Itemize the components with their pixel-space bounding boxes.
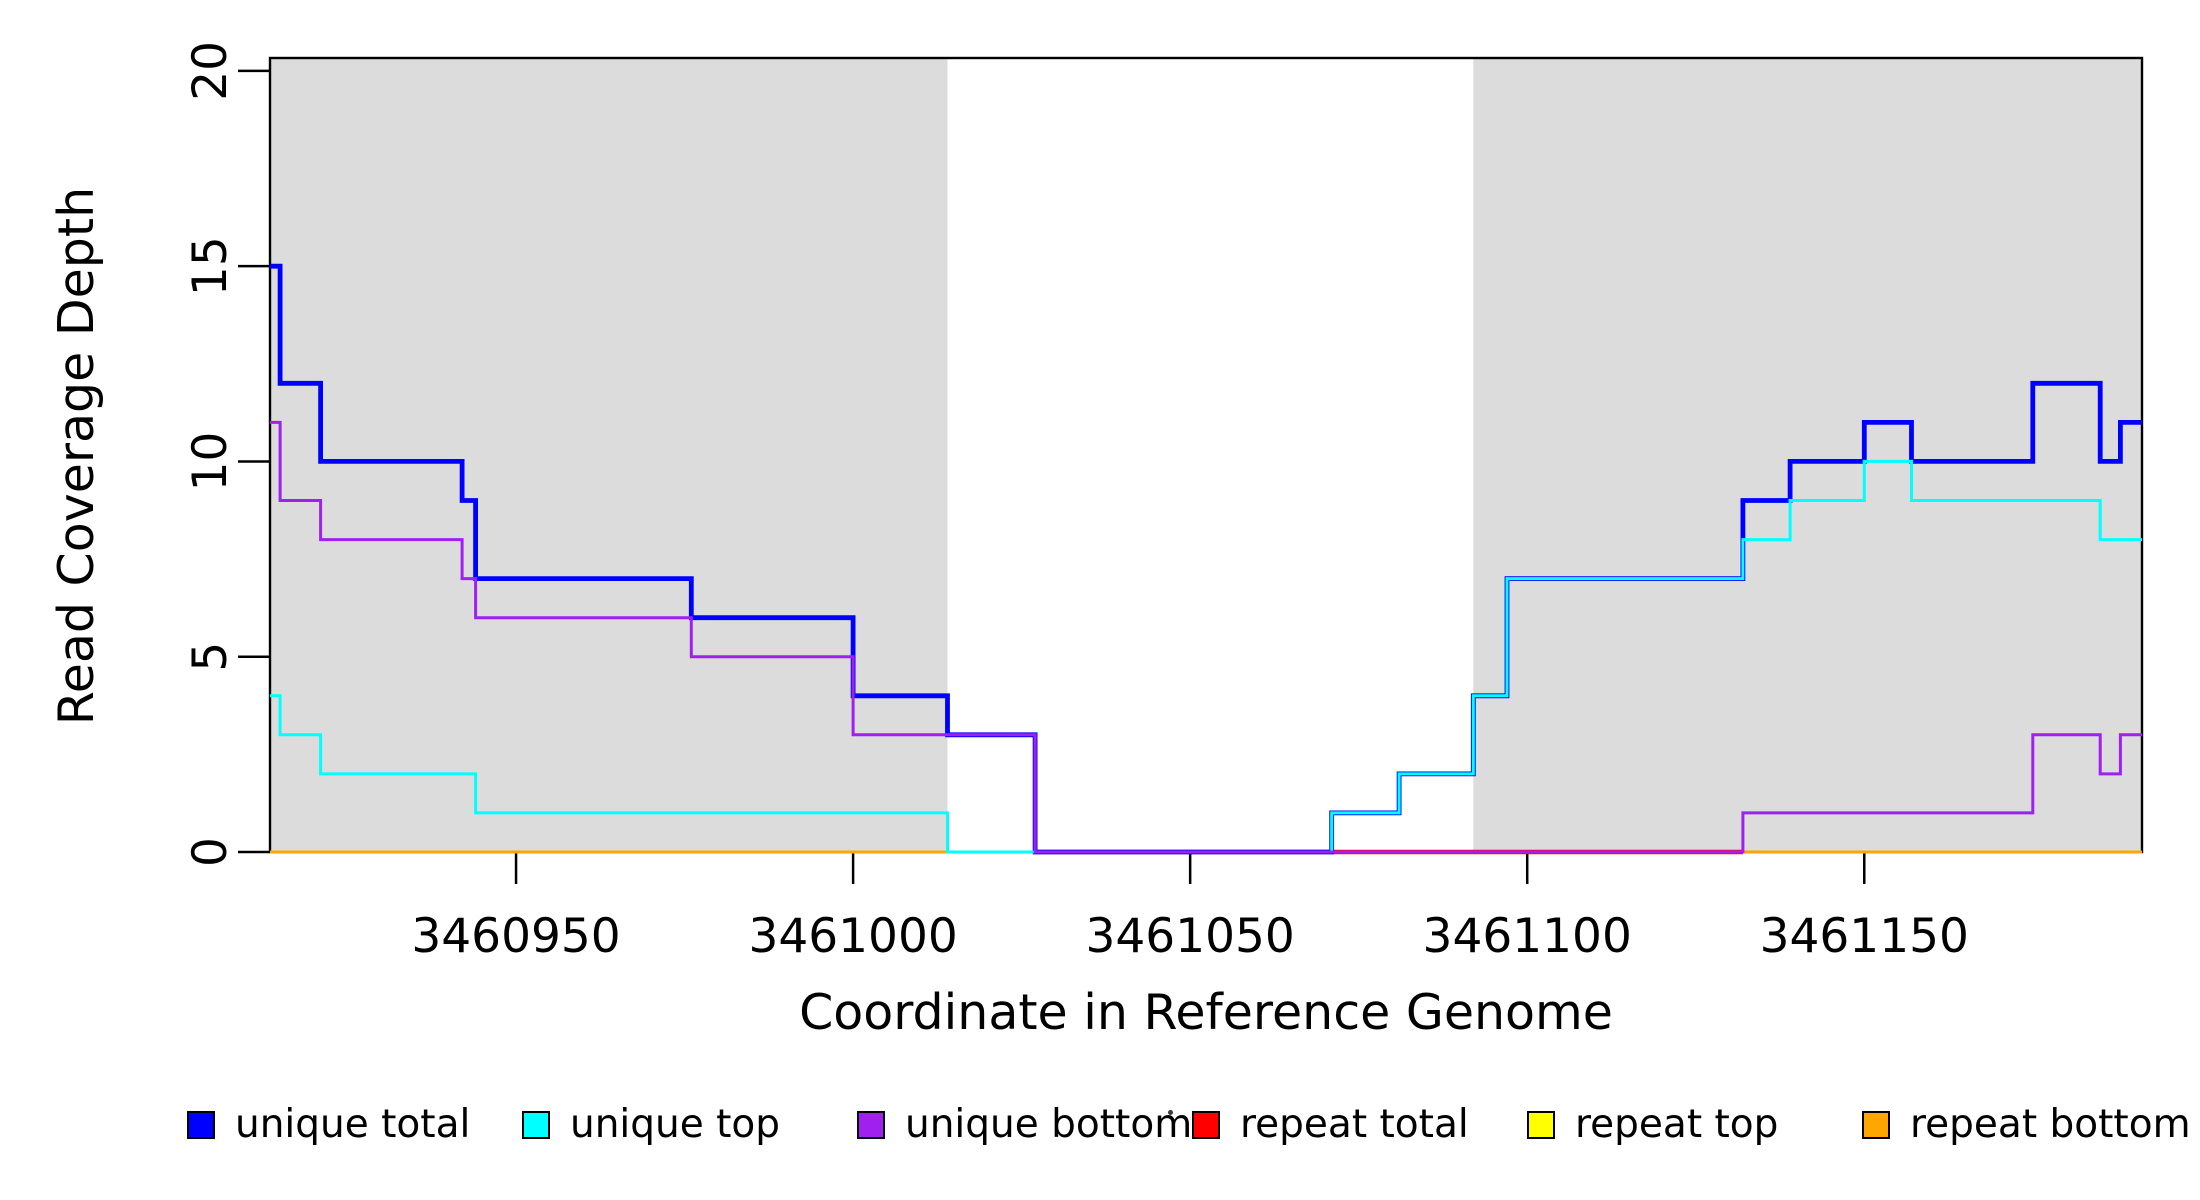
right-gray-band	[1473, 58, 2142, 852]
y-axis-title: Read Coverage Depth	[48, 186, 105, 726]
stray-mark-dot	[1168, 1110, 1173, 1115]
x-tick-label: 3460950	[411, 909, 620, 964]
series-line-unique-bottom	[270, 420, 2142, 854]
x-axis-title: Coordinate in Reference Genome	[799, 984, 1613, 1041]
y-tick-label: 20	[183, 41, 238, 101]
series-line-unique-top	[270, 459, 2142, 854]
x-tick-label: 3461100	[1423, 909, 1632, 964]
y-tick-label: 0	[183, 837, 238, 867]
y-tick-label: 15	[183, 236, 238, 296]
x-tick-label: 3461050	[1085, 909, 1294, 964]
y-tick-label: 5	[183, 642, 238, 672]
x-tick-label: 3461150	[1760, 909, 1969, 964]
x-tick-label: 3461000	[748, 909, 957, 964]
y-tick-label: 10	[183, 432, 238, 492]
left-gray-band	[270, 58, 948, 852]
